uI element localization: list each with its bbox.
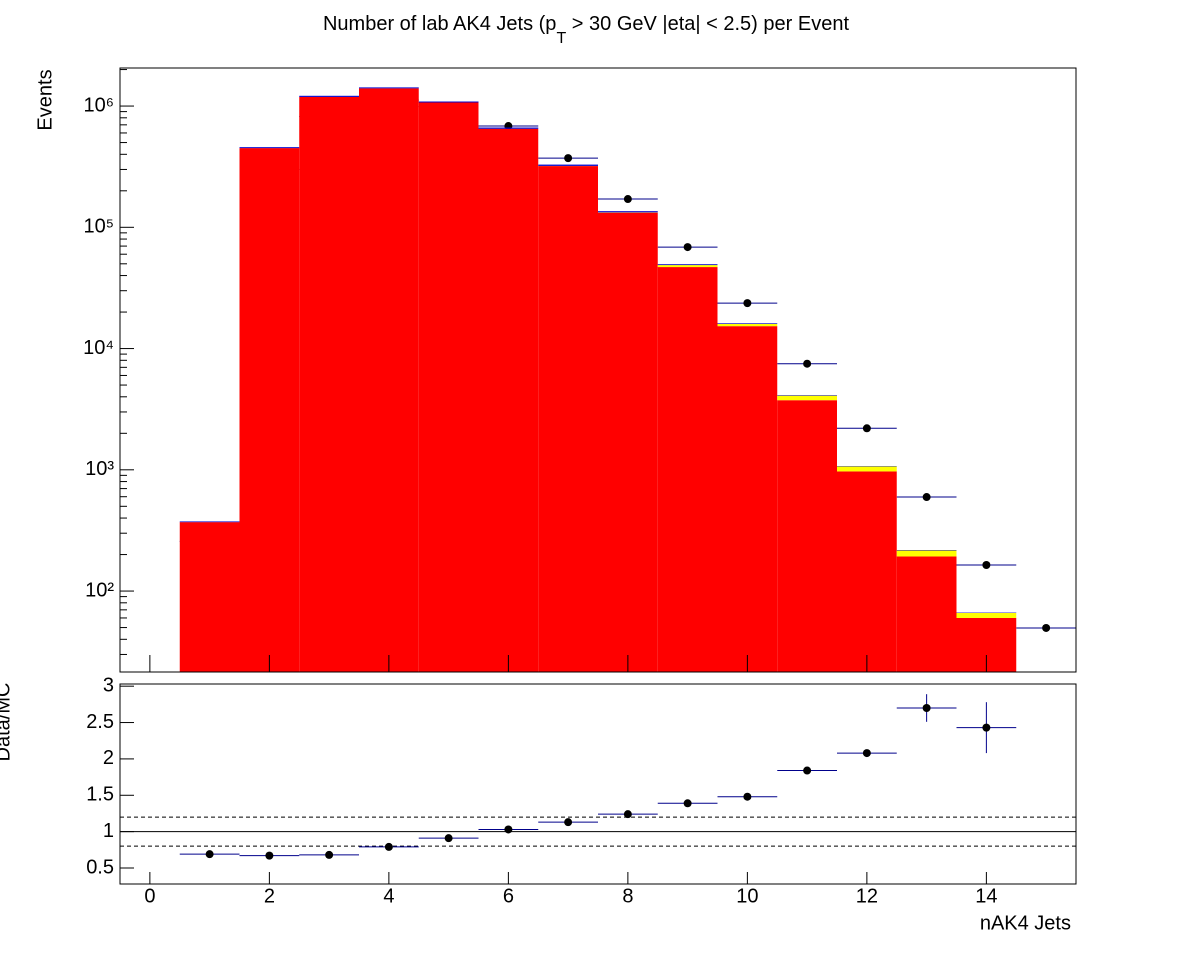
data-point <box>1042 623 1051 632</box>
histogram-bar <box>717 326 778 672</box>
histogram-bar <box>837 471 897 672</box>
histogram-bar <box>717 323 778 327</box>
y-tick-label: 10³ <box>85 458 114 480</box>
histogram-bar <box>956 612 1017 618</box>
x-tick-label: 14 <box>975 885 997 907</box>
y-tick-label: 1 <box>103 820 114 842</box>
data-point <box>803 359 812 368</box>
title-subscript: T <box>556 30 566 47</box>
data-point <box>683 799 692 808</box>
histogram-bar <box>179 521 240 523</box>
histogram-bar <box>598 211 658 213</box>
histogram-bar <box>418 101 479 103</box>
y-axis-label: Events <box>34 69 56 130</box>
data-point <box>922 704 931 712</box>
histogram-bar <box>837 466 897 472</box>
y-tick-label: 10⁶ <box>84 94 114 116</box>
data-point <box>922 493 931 502</box>
histogram-bar <box>418 102 479 673</box>
histogram-bar <box>359 88 419 672</box>
y-tick-label: 1.5 <box>86 784 114 806</box>
x-tick-label: 10 <box>736 885 758 907</box>
data-point <box>265 851 274 860</box>
data-point <box>623 195 632 204</box>
histogram-bar <box>777 395 837 401</box>
data-point <box>683 243 692 252</box>
data-point <box>564 154 573 163</box>
histogram-bar <box>657 264 718 266</box>
histogram-bar <box>179 522 240 672</box>
histogram-bar <box>299 96 359 672</box>
y-tick-label: 2.5 <box>86 711 114 733</box>
title-part: > 30 GeV |eta| < 2.5) per Event <box>566 13 849 35</box>
histogram-bar <box>538 164 598 166</box>
data-point <box>504 825 513 834</box>
histogram-bar <box>538 166 598 672</box>
histogram-bar <box>239 147 300 149</box>
histogram-bar <box>896 550 957 557</box>
histogram-bar <box>239 148 300 672</box>
data-point <box>623 810 632 819</box>
frame <box>119 67 1077 673</box>
data-point <box>444 834 453 843</box>
x-tick-label: 4 <box>383 885 394 907</box>
data-point <box>982 561 991 570</box>
data-point <box>743 792 752 801</box>
data-point <box>205 850 214 859</box>
histogram-bar <box>657 265 718 268</box>
y-tick-label: 10⁴ <box>83 337 114 359</box>
histogram-bar <box>299 95 359 97</box>
data-point <box>803 766 812 775</box>
x-tick-label: 2 <box>264 885 275 907</box>
data-point <box>862 749 871 758</box>
histogram-bar <box>657 267 718 672</box>
data-point <box>743 299 752 308</box>
ratio-y-axis-label: Data/MC <box>0 683 14 762</box>
y-tick-label: 10⁵ <box>83 216 114 238</box>
x-tick-label: 6 <box>503 885 514 907</box>
y-tick-label: 2 <box>103 747 114 769</box>
histogram-bar <box>777 400 837 672</box>
data-point <box>384 842 393 851</box>
x-tick-label: 8 <box>622 885 633 907</box>
histogram-bar <box>717 323 778 324</box>
data-point <box>325 850 334 859</box>
x-tick-label: 0 <box>144 885 155 907</box>
title-part: Number of lab AK4 Jets (p <box>323 13 556 35</box>
chart-title: Number of lab AK4 Jets (pT > 30 GeV |eta… <box>323 13 849 47</box>
histogram-bar <box>598 212 658 672</box>
y-tick-label: 3 <box>103 674 114 696</box>
x-axis-label: nAK4 Jets <box>980 912 1071 934</box>
x-tick-label: 12 <box>856 885 878 907</box>
data-point <box>862 424 871 433</box>
y-tick-label: 0.5 <box>86 856 114 878</box>
y-tick-label: 10² <box>85 579 114 601</box>
histogram-bar <box>478 128 539 672</box>
data-point <box>564 818 573 827</box>
frame <box>119 683 1077 885</box>
histogram-bar <box>896 556 957 672</box>
data-point <box>982 723 991 732</box>
histogram-bar <box>478 127 539 129</box>
histogram-bar <box>359 87 419 89</box>
histogram-bar <box>777 395 837 396</box>
